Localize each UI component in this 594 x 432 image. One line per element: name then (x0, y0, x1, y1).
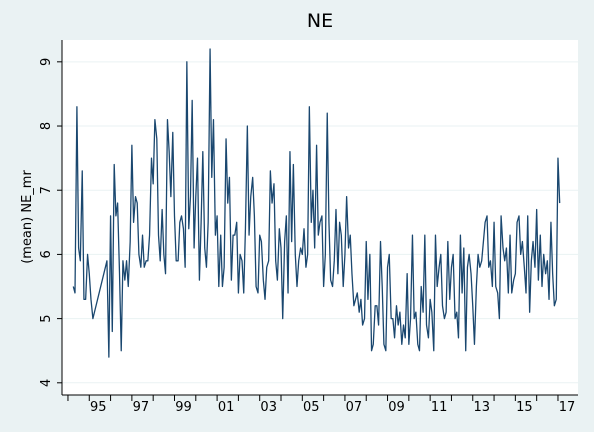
y-tick-label: 7 (39, 186, 54, 194)
x-tick-label: 09 (388, 400, 405, 415)
y-tick-label: 5 (39, 314, 54, 322)
y-tick-label: 4 (39, 379, 54, 387)
x-tick-label: 13 (473, 400, 490, 415)
x-tick-label: 95 (90, 400, 107, 415)
x-tick-label: 15 (516, 400, 533, 415)
x-tick-label: 05 (303, 400, 320, 415)
y-tick-label: 9 (39, 58, 54, 66)
y-tick-label: 6 (39, 250, 54, 258)
x-tick-label: 07 (346, 400, 363, 415)
x-tick-label: 97 (133, 400, 150, 415)
line (72, 48, 561, 358)
x-tick-label: 03 (260, 400, 277, 415)
x-tick-label: 11 (431, 400, 448, 415)
x-tick-label: 01 (218, 400, 235, 415)
chart-title: NE (307, 10, 333, 32)
x-tick-label: 17 (559, 400, 576, 415)
x-tick-label: 99 (175, 400, 192, 415)
y-axis-label: (mean) NE_mr (20, 170, 35, 264)
y-tick-label: 8 (39, 122, 54, 130)
plot-area (62, 40, 578, 395)
